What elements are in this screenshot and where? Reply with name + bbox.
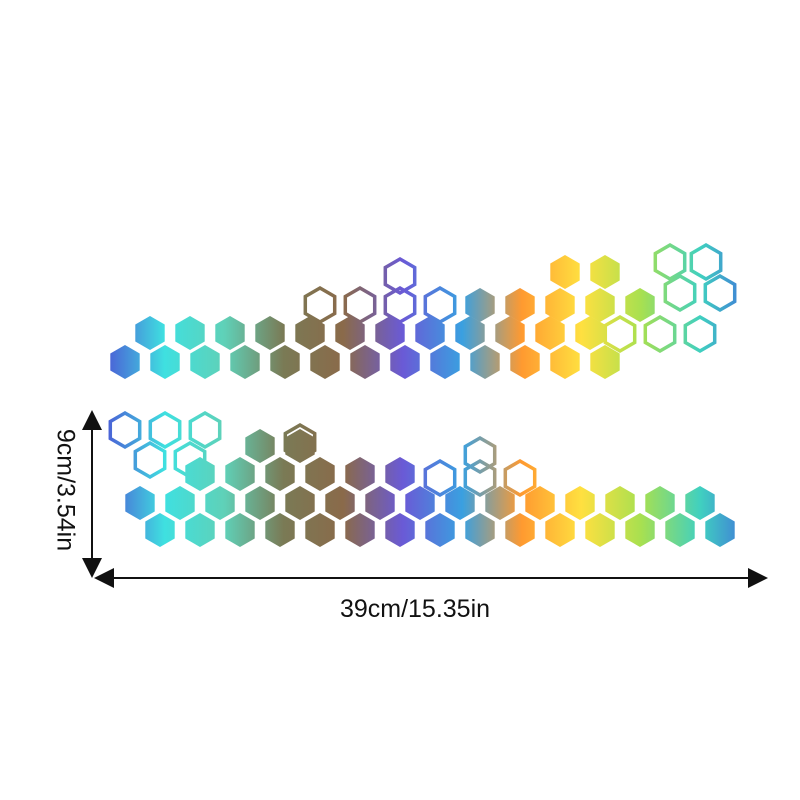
hexagon (683, 314, 717, 354)
hexagon (345, 457, 375, 491)
hexagon (133, 440, 167, 480)
hexagon (295, 316, 325, 350)
hexagon (205, 486, 235, 520)
hexagon (325, 486, 355, 520)
hexagon (305, 457, 335, 491)
hexagon (495, 316, 525, 350)
hexagon (415, 316, 445, 350)
hexagon (265, 457, 295, 491)
hexagon (303, 285, 337, 325)
hexagon (245, 429, 275, 463)
hexagon (565, 486, 595, 520)
hexagon (350, 345, 380, 379)
hexagon (365, 486, 395, 520)
hexagon (175, 316, 205, 350)
hexagon (108, 410, 142, 450)
hexagon (425, 513, 455, 547)
hexagon (173, 440, 207, 480)
hexagon (510, 345, 540, 379)
hexagon (265, 513, 295, 547)
hexagon (505, 288, 535, 322)
hexagon (335, 316, 365, 350)
hexagon (305, 513, 335, 547)
hexagon (405, 486, 435, 520)
hexagon (590, 345, 620, 379)
hexagon (550, 255, 580, 289)
hexagon (255, 316, 285, 350)
hexagon (465, 513, 495, 547)
hexagon (485, 486, 515, 520)
hexagon (463, 435, 497, 475)
hexagon (423, 285, 457, 325)
hexagon (150, 345, 180, 379)
hexagon (645, 486, 675, 520)
hexagon (430, 345, 460, 379)
hexagon (470, 345, 500, 379)
hexagon (705, 513, 735, 547)
hexagon (663, 273, 697, 313)
hexagon (625, 513, 655, 547)
hexagon (110, 345, 140, 379)
hexagon (689, 242, 723, 282)
hexagon (230, 345, 260, 379)
hexagon (188, 410, 222, 450)
hexagon (603, 314, 637, 354)
hexagon (285, 486, 315, 520)
hexagon (283, 422, 317, 462)
hexagon (165, 486, 195, 520)
hexagon (383, 256, 417, 296)
hexagon (625, 288, 655, 322)
hexagon (653, 242, 687, 282)
hexagon (135, 316, 165, 350)
hexagon (665, 513, 695, 547)
hexagon (310, 345, 340, 379)
hexagon (545, 288, 575, 322)
hexagon (463, 458, 497, 498)
hexagon (270, 345, 300, 379)
hexagon (375, 316, 405, 350)
hexagon (605, 486, 635, 520)
hexagon (445, 486, 475, 520)
hexagon (225, 457, 255, 491)
hexagon (535, 316, 565, 350)
height-dimension-label: 9cm/3.54in (51, 428, 80, 552)
hexagon (505, 513, 535, 547)
hexagon (225, 513, 255, 547)
hexagon (590, 255, 620, 289)
hexagon (383, 285, 417, 325)
hexagon (503, 458, 537, 498)
hexagon (685, 486, 715, 520)
hexagon (423, 458, 457, 498)
hexagon (125, 486, 155, 520)
hexagon (575, 316, 605, 350)
hexagon (525, 486, 555, 520)
hexagon (215, 316, 245, 350)
bottom-sticker-strip (108, 410, 735, 547)
hexagon (385, 457, 415, 491)
hexagon (245, 486, 275, 520)
top-sticker-strip (110, 242, 737, 379)
hexagon (455, 316, 485, 350)
hexagon (190, 345, 220, 379)
hexagon (545, 513, 575, 547)
hexagon (148, 410, 182, 450)
hexagon (185, 457, 215, 491)
hexagon (145, 513, 175, 547)
hexagon (703, 273, 737, 313)
hexagon (185, 513, 215, 547)
hexagon (643, 314, 677, 354)
hexagon (343, 285, 377, 325)
hexagon (585, 288, 615, 322)
hexagon (465, 288, 495, 322)
hexagon (385, 513, 415, 547)
hexagon (390, 345, 420, 379)
hexagon (585, 513, 615, 547)
width-dimension-label: 39cm/15.35in (339, 595, 491, 623)
hexagon (345, 513, 375, 547)
hexagon (550, 345, 580, 379)
